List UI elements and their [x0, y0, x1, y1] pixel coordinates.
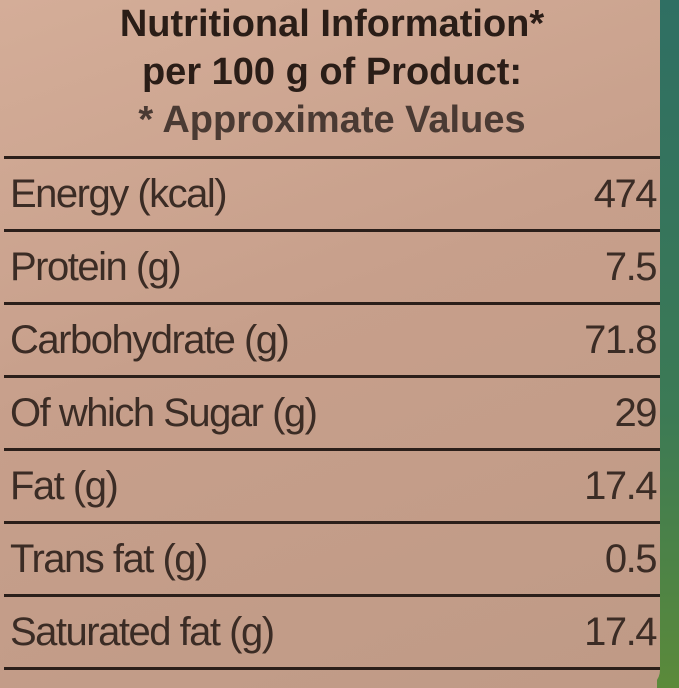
nutrient-name: Protein (g)	[4, 230, 526, 305]
title: Nutritional Information*	[119, 3, 545, 45]
table-row: Trans fat (g) 0.5	[4, 522, 660, 597]
nutrient-name: Energy (kcal)	[4, 157, 526, 232]
table-row: Saturated fat (g) 17.4	[4, 595, 660, 670]
table-row: Protein (g) 7.5	[4, 230, 660, 305]
nutrient-name: Trans fat (g)	[4, 522, 526, 597]
nutrient-name: Of which Sugar (g)	[4, 376, 526, 451]
table-row: Carbohydrate (g) 71.8	[4, 303, 660, 378]
table-row: Fat (g) 17.4	[4, 449, 660, 524]
nutrient-name: Saturated fat (g)	[4, 595, 526, 670]
nutrient-value: 29	[525, 376, 660, 451]
nutrient-value: 7.5	[525, 230, 660, 305]
package-edge	[657, 0, 679, 688]
nutrition-table: Energy (kcal) 474 Protein (g) 7.5 Carbohydra…	[4, 156, 660, 670]
nutrient-value: 71.8	[525, 303, 660, 378]
table-row: Energy (kcal) 474	[4, 157, 660, 232]
header: Nutritional Information* per 100 g of Pr…	[4, 0, 660, 156]
subtitle: per 100 g of Product:	[141, 51, 523, 93]
nutrient-value: 17.4	[525, 449, 660, 524]
nutrient-value: 474	[525, 157, 660, 232]
note: * Approximate Values	[138, 99, 526, 141]
label-panel: Nutritional Information* per 100 g of Pr…	[4, 0, 660, 688]
table-row: Of which Sugar (g) 29	[4, 376, 660, 451]
nutrient-value: 0.5	[525, 522, 660, 597]
nutrient-name: Fat (g)	[4, 449, 526, 524]
nutrient-name: Carbohydrate (g)	[4, 303, 526, 378]
nutrient-value: 17.4	[525, 595, 660, 670]
